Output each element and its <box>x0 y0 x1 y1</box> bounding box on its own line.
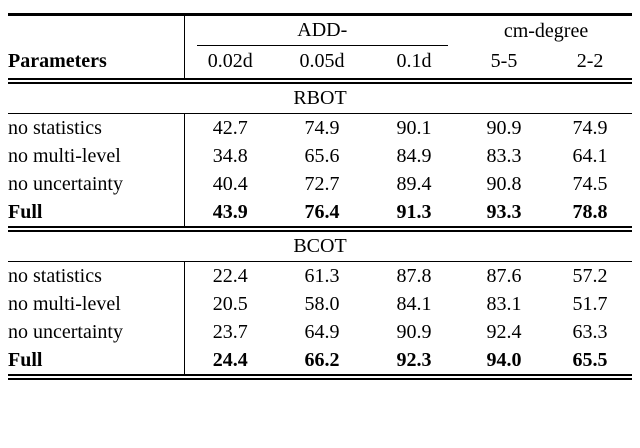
row-label: no multi-level <box>8 290 185 318</box>
column-header: 0.1d <box>368 46 461 84</box>
cell-value: 92.3 <box>368 346 461 380</box>
table-row: Full 43.9 76.4 91.3 93.3 78.8 <box>8 198 633 232</box>
table-row: no statistics 22.4 61.3 87.8 87.6 57.2 <box>8 261 632 290</box>
section-title: RBOT <box>8 81 633 114</box>
cell-value: 61.3 <box>304 264 340 287</box>
column-header-row: Parameters 0.02d 0.05d 0.1d 5-5 2-2 <box>8 46 633 84</box>
parameters-header: Parameters <box>8 46 185 84</box>
row-label: no statistics <box>8 113 185 142</box>
table-row: no multi-level 34.8 65.6 84.9 83.3 64.1 <box>8 142 632 170</box>
cell-value: 89.4 <box>396 172 432 195</box>
cell-value: 93.3 <box>460 198 549 232</box>
table-row: no uncertainty 23.7 64.9 90.9 92.4 63.3 <box>8 318 632 346</box>
group-label-cm-degree: cm-degree <box>503 19 589 42</box>
table-row: no multi-level 20.5 58.0 84.1 83.1 51.7 <box>8 290 632 318</box>
cell-value: 42.7 <box>212 116 248 139</box>
cell-value: 91.3 <box>368 198 461 232</box>
cell-value: 78.8 <box>548 198 633 232</box>
cell-value: 83.1 <box>486 292 522 315</box>
table-row: Full 24.4 66.2 92.3 94.0 65.5 <box>8 346 633 380</box>
cell-value: 22.4 <box>212 264 248 287</box>
row-label: Full <box>8 346 185 380</box>
column-header: 5-5 <box>460 46 549 84</box>
table-row: no uncertainty 40.4 72.7 89.4 90.8 74.5 <box>8 170 632 198</box>
cell-value: 57.2 <box>572 264 608 287</box>
row-label: no uncertainty <box>8 170 185 198</box>
cell-value: 43.9 <box>184 198 276 232</box>
cell-value: 90.9 <box>396 320 432 343</box>
table-row: no statistics 42.7 74.9 90.1 90.9 74.9 <box>8 113 632 142</box>
cell-value: 63.3 <box>572 320 608 343</box>
row-label: no statistics <box>8 261 185 290</box>
cell-value: 76.4 <box>276 198 368 232</box>
ablation-table: ADD- cm-degree Parameters 0.02d 0.05d 0.… <box>8 13 633 380</box>
section-title-row: RBOT <box>8 81 633 114</box>
cell-value: 92.4 <box>486 320 522 343</box>
corner-empty-cell <box>8 14 185 46</box>
cell-value: 40.4 <box>212 172 248 195</box>
cell-value: 87.8 <box>396 264 432 287</box>
cell-value: 74.9 <box>572 116 608 139</box>
column-header: 2-2 <box>548 46 633 84</box>
cell-value: 84.1 <box>396 292 432 315</box>
column-header: 0.02d <box>184 46 276 84</box>
cell-value: 74.9 <box>304 116 340 139</box>
group-header-cm-degree: cm-degree <box>460 15 632 47</box>
group-label-add: ADD- <box>196 19 449 46</box>
column-header: 0.05d <box>276 46 368 84</box>
cell-value: 83.3 <box>486 144 522 167</box>
cell-value: 65.6 <box>304 144 340 167</box>
cell-value: 74.5 <box>572 172 608 195</box>
row-label: no multi-level <box>8 142 185 170</box>
page: ADD- cm-degree Parameters 0.02d 0.05d 0.… <box>8 13 633 380</box>
cell-value: 64.1 <box>572 144 608 167</box>
cell-value: 90.9 <box>486 116 522 139</box>
cell-value: 34.8 <box>212 144 248 167</box>
section-title-row: BCOT <box>8 229 633 262</box>
cell-value: 20.5 <box>212 292 248 315</box>
cell-value: 66.2 <box>276 346 368 380</box>
cell-value: 87.6 <box>486 264 522 287</box>
cell-value: 90.1 <box>396 116 432 139</box>
cell-value: 94.0 <box>460 346 549 380</box>
cell-value: 64.9 <box>304 320 340 343</box>
cell-value: 72.7 <box>304 172 340 195</box>
cell-value: 58.0 <box>304 292 340 315</box>
row-label: no uncertainty <box>8 318 185 346</box>
group-header-row: ADD- cm-degree <box>8 14 632 47</box>
row-label: Full <box>8 198 185 232</box>
group-header-add: ADD- <box>184 15 460 46</box>
cell-value: 84.9 <box>396 144 432 167</box>
cell-value: 65.5 <box>548 346 633 380</box>
cell-value: 23.7 <box>212 320 248 343</box>
cell-value: 51.7 <box>572 292 608 315</box>
section-title: BCOT <box>8 229 633 262</box>
cell-value: 24.4 <box>184 346 276 380</box>
cell-value: 90.8 <box>486 172 522 195</box>
